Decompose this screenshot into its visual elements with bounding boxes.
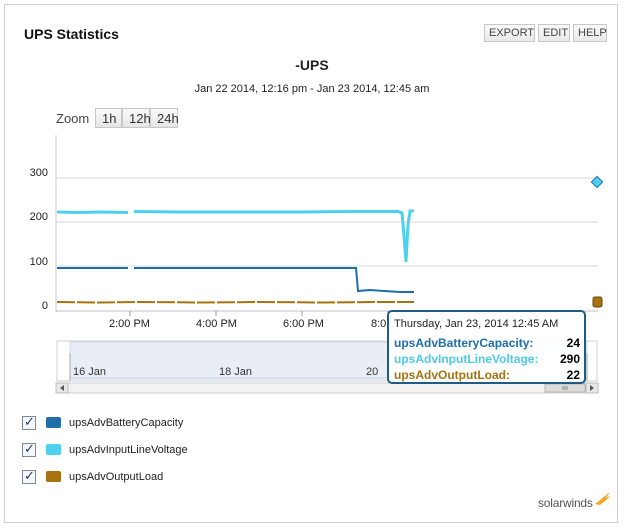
navigator-label-20: 20 (366, 366, 379, 378)
tooltip-value-voltage: 290 (559, 352, 580, 366)
chart-subtitle: Jan 22 2014, 12:16 pm - Jan 23 2014, 12:… (194, 83, 430, 95)
navigator-label-18jan: 18 Jan (219, 366, 253, 378)
legend-checkbox-battery[interactable]: ✓ (22, 414, 36, 430)
edit-button[interactable]: EDIT (538, 24, 570, 42)
tooltip-value-load: 22 (566, 368, 580, 382)
tooltip-label-load: upsAdvOutputLoad: (394, 368, 510, 382)
zoom-24h-button[interactable]: 24h (150, 108, 179, 128)
series-output-load (56, 300, 414, 304)
legend-swatch-load (46, 471, 61, 482)
x-tick-label-6pm: 6:00 PM (283, 318, 324, 330)
tooltip-header: Thursday, Jan 23, 2014 12:45 AM (394, 318, 559, 330)
y-tick-200: 200 (29, 211, 48, 223)
series-input-line-voltage-seg2 (133, 209, 414, 263)
chart-title: -UPS (295, 57, 329, 73)
y-tick-300: 300 (29, 167, 48, 179)
tooltip-row-battery: upsAdvBatteryCapacity: 24 (394, 336, 580, 350)
zoom-12h-button[interactable]: 12h (122, 108, 151, 128)
navigator-label-16jan: 16 Jan (73, 366, 107, 378)
help-button[interactable]: HELP (573, 24, 607, 42)
voltage-marker (590, 175, 604, 189)
checkmark-icon: ✓ (24, 468, 35, 483)
y-tick-100: 100 (29, 256, 48, 268)
tooltip-value-battery: 24 (566, 336, 580, 350)
scrollbar-track (55, 382, 599, 394)
legend-checkbox-voltage[interactable]: ✓ (22, 441, 36, 457)
x-tick-label-2pm: 2:00 PM (109, 318, 150, 330)
scroll-left-arrow-icon (60, 385, 64, 391)
y-tick-0: 0 (41, 300, 48, 312)
checkmark-icon: ✓ (24, 414, 35, 429)
ups-statistics-panel: UPS Statistics EXPORT EDIT HELP (4, 4, 618, 523)
x-tick-label-8pm: 8:0 (371, 318, 387, 330)
legend-swatch-voltage (46, 444, 61, 455)
load-marker (592, 296, 603, 308)
tooltip-row-voltage: upsAdvInputLineVoltage: 290 (394, 352, 580, 366)
zoom-1h-button[interactable]: 1h (95, 108, 122, 128)
logo-text: solarwinds (538, 496, 593, 510)
series-battery-capacity-seg2 (134, 267, 414, 293)
export-button[interactable]: EXPORT (484, 24, 535, 42)
chart-tooltip: Thursday, Jan 23, 2014 12:45 AM upsAdvBa… (387, 310, 586, 384)
legend-label-voltage: upsAdvInputLineVoltage (69, 444, 188, 456)
scroll-right-arrow-icon (590, 385, 594, 391)
solarwinds-logo: solarwinds (538, 490, 612, 512)
legend-swatch-battery (46, 417, 61, 428)
tooltip-label-voltage: upsAdvInputLineVoltage: (394, 352, 539, 366)
zoom-label: Zoom (56, 111, 90, 126)
panel-title: UPS Statistics (24, 26, 119, 42)
legend-label-battery: upsAdvBatteryCapacity (69, 417, 184, 429)
series-input-line-voltage-seg1 (56, 210, 129, 215)
legend-label-load: upsAdvOutputLoad (69, 471, 164, 483)
logo-flame-icon (595, 492, 611, 505)
checkmark-icon: ✓ (24, 441, 35, 456)
tooltip-label-battery: upsAdvBatteryCapacity: (394, 336, 534, 350)
x-tick-label-4pm: 4:00 PM (196, 318, 237, 330)
legend-checkbox-load[interactable]: ✓ (22, 468, 36, 484)
tooltip-row-load: upsAdvOutputLoad: 22 (394, 368, 580, 382)
